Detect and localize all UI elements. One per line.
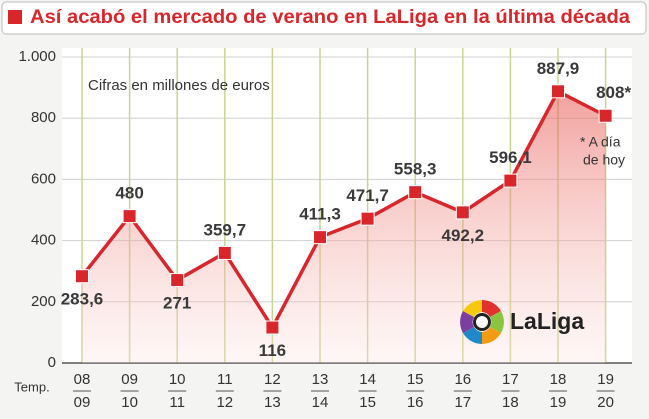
x-tick-label: 13 [312, 371, 329, 388]
chart-title: Así acabó el mercado de verano en LaLiga… [30, 7, 630, 28]
x-tick-label: 12 [216, 394, 233, 411]
data-label: 492,2 [442, 226, 485, 245]
header [1, 1, 647, 35]
x-tick-label: 09 [121, 371, 138, 388]
x-tick-label: 18 [550, 371, 567, 388]
y-tick-label: 0 [48, 354, 56, 371]
header-square [8, 10, 22, 24]
marker [503, 173, 518, 188]
marker [75, 269, 89, 284]
logo-text: LaLiga [510, 308, 584, 334]
y-tick-label: 600 [31, 170, 56, 187]
data-label: 596,1 [489, 148, 532, 167]
annotation: * A día [580, 134, 621, 150]
data-label: 480 [115, 184, 143, 203]
data-label: 116 [259, 341, 286, 360]
x-tick-label: 20 [597, 394, 614, 411]
logo-petal [482, 300, 501, 317]
data-label: 471,7 [346, 186, 389, 205]
x-tick-label: 13 [264, 394, 281, 411]
annotation: de hoy [583, 152, 625, 168]
x-tick-label: 15 [407, 371, 424, 388]
data-label: 411,3 [299, 205, 341, 224]
x-tick-label: 16 [407, 394, 424, 411]
data-label: 283,6 [61, 290, 104, 309]
data-label: 359,7 [204, 220, 247, 239]
x-tick-label: 09 [74, 394, 91, 411]
x-tick-label: 14 [359, 371, 376, 388]
x-tick-label: 11 [217, 371, 233, 388]
y-tick-label: 1.000 [18, 48, 56, 65]
marker [265, 320, 280, 335]
marker [122, 209, 137, 224]
x-tick-label: 14 [312, 394, 329, 411]
x-tick-label: 15 [359, 394, 376, 411]
x-tick-label: 19 [597, 371, 614, 388]
data-label: 808* [596, 83, 631, 102]
x-tick-label: 10 [169, 371, 186, 388]
marker [170, 273, 185, 288]
logo-ball [476, 316, 488, 328]
x-tick-label: 12 [264, 371, 281, 388]
x-tick-label: 16 [454, 371, 471, 388]
logo-petal [490, 311, 504, 333]
logo-petal [460, 311, 474, 333]
x-tick-label: 19 [550, 394, 567, 411]
logo-petal [463, 300, 482, 317]
marker [408, 185, 423, 200]
logo-petal [463, 327, 482, 344]
marker [217, 245, 232, 260]
x-tick-label: 17 [454, 394, 471, 411]
data-label: 558,3 [394, 160, 437, 179]
marker [313, 230, 327, 245]
data-label: 887,9 [537, 59, 580, 78]
x-tick-label: 11 [169, 394, 185, 411]
marker [551, 84, 565, 99]
area [82, 91, 606, 363]
x-axis-label: Temp. [14, 379, 49, 394]
x-tick-label: 17 [502, 371, 519, 388]
y-tick-label: 800 [31, 109, 56, 126]
logo-petal [482, 327, 501, 344]
marker [598, 108, 613, 123]
data-label: 271 [163, 294, 191, 313]
subtitle: Cifras en millones de euros [88, 77, 270, 94]
marker [455, 205, 470, 220]
y-tick-label: 400 [31, 232, 56, 249]
x-tick-label: 18 [502, 394, 519, 411]
x-tick-label: 10 [121, 394, 138, 411]
line [80, 88, 607, 331]
x-tick-label: 08 [74, 371, 91, 388]
marker [360, 211, 375, 226]
y-tick-label: 200 [31, 293, 56, 310]
logo: LaLiga [460, 300, 584, 344]
